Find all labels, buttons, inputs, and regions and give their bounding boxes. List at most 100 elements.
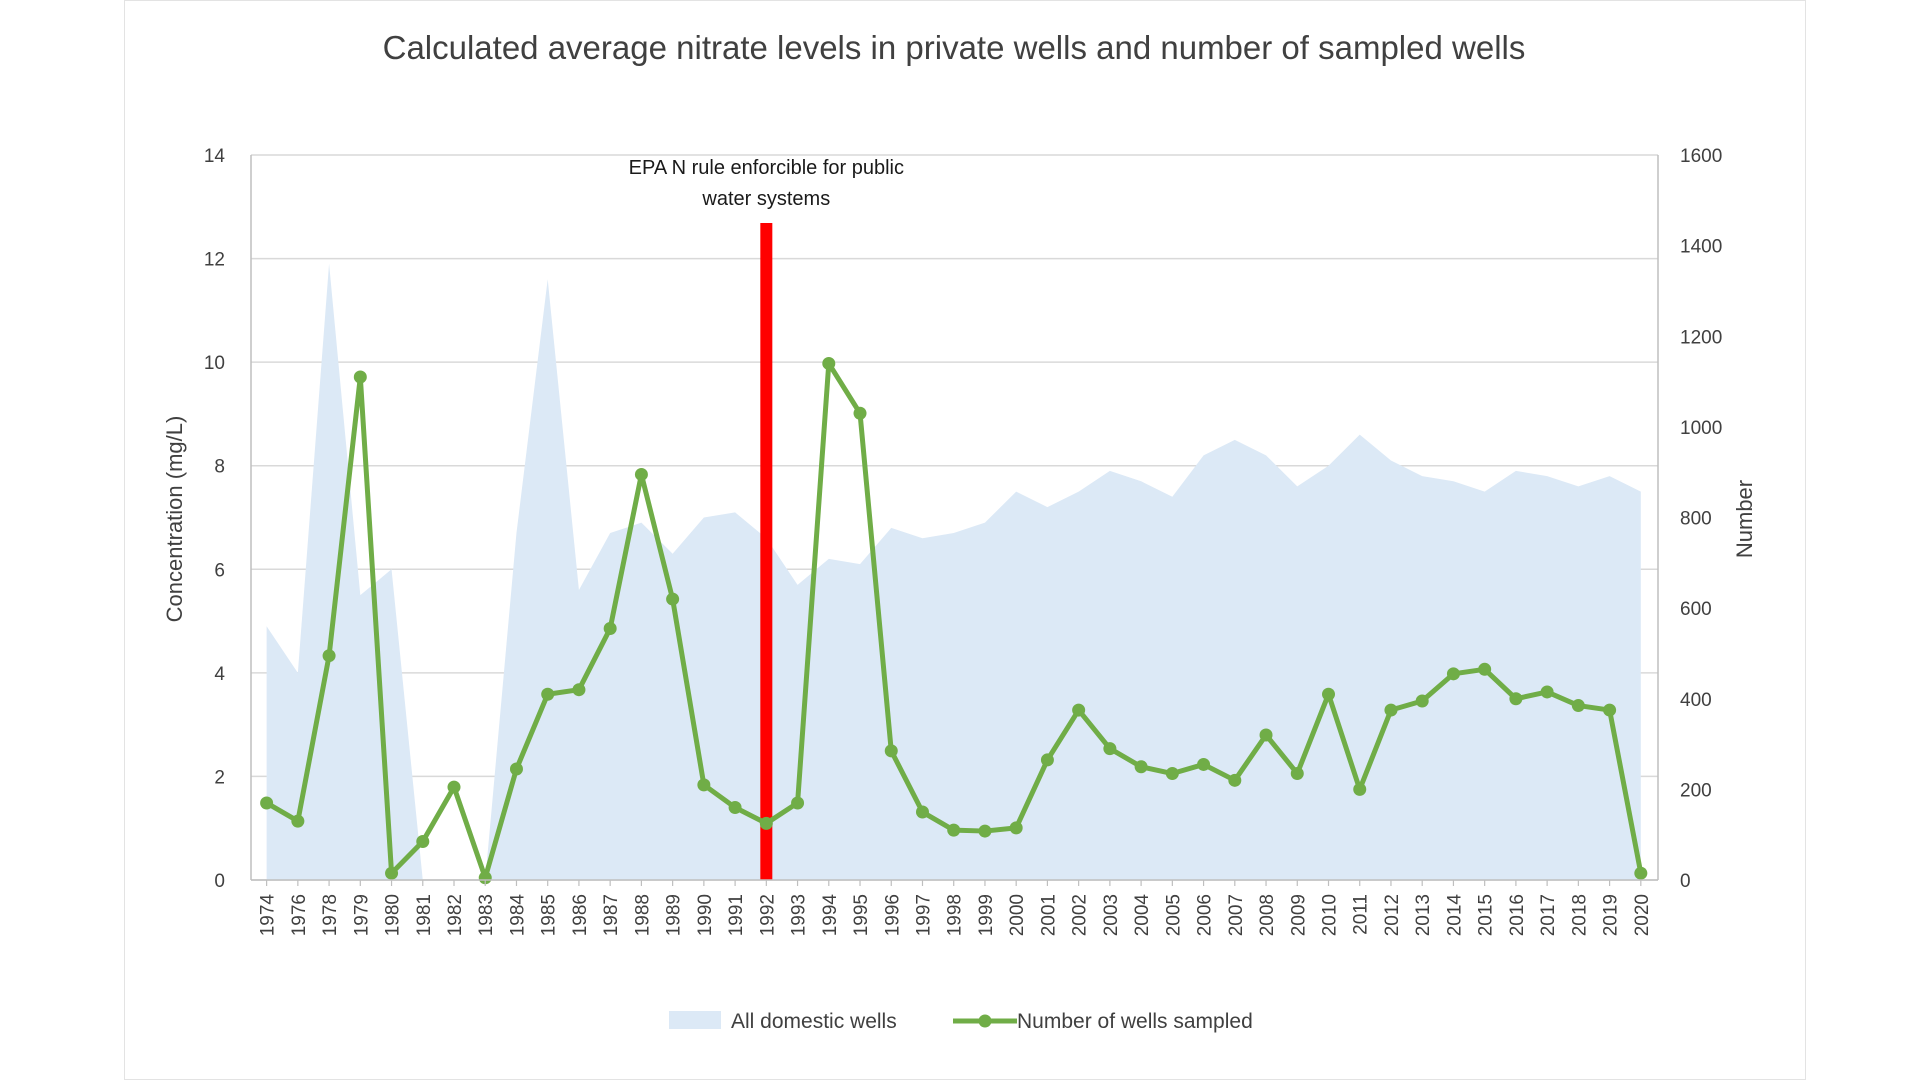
x-tick-label: 1994 bbox=[820, 894, 841, 937]
data-point bbox=[447, 780, 461, 794]
epa-rule-annotation-text: EPA N rule enforcible for public bbox=[629, 157, 904, 179]
x-tick-label: 2010 bbox=[1320, 894, 1341, 936]
chart-frame: Calculated average nitrate levels in pri… bbox=[124, 0, 1806, 1080]
legend-swatch-marker bbox=[978, 1014, 992, 1028]
x-tick-label: 2007 bbox=[1226, 894, 1247, 936]
data-point bbox=[822, 356, 836, 370]
x-tick-label: 1982 bbox=[445, 894, 466, 936]
data-point bbox=[1009, 821, 1023, 835]
x-tick-label: 1997 bbox=[913, 894, 934, 936]
data-point bbox=[1415, 694, 1429, 708]
x-tick-label: 2000 bbox=[1007, 894, 1028, 936]
legend: All domestic wells Number of wells sample… bbox=[669, 1010, 1253, 1033]
x-tick-label: 2011 bbox=[1351, 894, 1372, 935]
x-tick-label: 1996 bbox=[882, 894, 903, 936]
data-point bbox=[572, 683, 586, 697]
data-point bbox=[1634, 866, 1648, 880]
x-tick-label: 1989 bbox=[664, 894, 685, 936]
data-point bbox=[541, 687, 555, 701]
data-point bbox=[1540, 685, 1554, 699]
y-tick-label: 4 bbox=[214, 664, 225, 685]
data-point bbox=[853, 406, 867, 420]
axes: 0 2 4 6 8 10 12 14 0 200 400 600 800 1000 1200 1400 1600… bbox=[204, 146, 1722, 936]
data-point bbox=[1259, 728, 1273, 742]
data-point bbox=[791, 796, 805, 810]
x-tick-label: 1980 bbox=[383, 894, 404, 936]
x-tick-label: 1990 bbox=[695, 894, 716, 936]
data-point bbox=[1478, 662, 1492, 676]
x-tick-label: 1978 bbox=[320, 894, 341, 936]
x-tick-label: 1984 bbox=[507, 894, 528, 937]
x-tick-label: 1991 bbox=[726, 894, 747, 936]
y2-tick-label: 1600 bbox=[1680, 146, 1722, 167]
y2-tick-label: 1200 bbox=[1680, 327, 1722, 348]
area-series bbox=[266, 263, 1641, 880]
data-point bbox=[1040, 753, 1054, 767]
y-axis-title: Concentration (mg/L) bbox=[162, 416, 187, 623]
y-tick-label: 12 bbox=[204, 250, 225, 271]
data-point bbox=[1197, 757, 1211, 771]
data-point bbox=[1165, 767, 1179, 781]
data-point bbox=[478, 871, 492, 885]
x-tick-label: 2009 bbox=[1288, 894, 1309, 936]
x-tick-label: 2016 bbox=[1507, 894, 1528, 936]
x-tick-label: 2003 bbox=[1101, 894, 1122, 936]
x-tick-label: 2013 bbox=[1413, 894, 1434, 936]
chart-title: Calculated average nitrate levels in pri… bbox=[383, 29, 1526, 66]
data-point bbox=[759, 816, 773, 830]
y-tick-label: 2 bbox=[214, 767, 225, 788]
x-tick-label: 2018 bbox=[1569, 894, 1590, 936]
x-tick-label: 2006 bbox=[1195, 894, 1216, 936]
data-point bbox=[666, 592, 680, 606]
data-point bbox=[1228, 773, 1242, 787]
y-tick-label: 14 bbox=[204, 146, 226, 167]
y-tick-label: 0 bbox=[214, 871, 225, 892]
data-point bbox=[1509, 692, 1523, 706]
data-point bbox=[884, 744, 898, 758]
x-tick-label: 2008 bbox=[1257, 894, 1278, 936]
data-point bbox=[416, 834, 430, 848]
data-point bbox=[1322, 687, 1336, 701]
legend-label-area: All domestic wells bbox=[731, 1010, 897, 1033]
legend-label-line: Number of wells sampled bbox=[1017, 1010, 1253, 1033]
data-point bbox=[1290, 767, 1304, 781]
data-point bbox=[385, 866, 399, 880]
x-tick-label: 2001 bbox=[1038, 894, 1059, 936]
data-point bbox=[1384, 703, 1398, 717]
y2-tick-label: 400 bbox=[1680, 690, 1712, 711]
x-tick-label: 1998 bbox=[945, 894, 966, 936]
x-tick-label: 1981 bbox=[414, 894, 435, 936]
x-tick-label: 1988 bbox=[632, 894, 653, 936]
x-tick-label: 1985 bbox=[539, 894, 560, 936]
x-tick-label: 2015 bbox=[1476, 894, 1497, 936]
data-point bbox=[915, 805, 929, 819]
x-tick-label: 1992 bbox=[757, 894, 778, 936]
y2-tick-label: 1000 bbox=[1680, 418, 1722, 439]
x-tick-label: 2005 bbox=[1163, 894, 1184, 936]
y2-tick-label: 800 bbox=[1680, 509, 1712, 530]
data-point bbox=[1103, 742, 1117, 756]
y-tick-label: 8 bbox=[214, 457, 225, 478]
x-tick-label: 2019 bbox=[1601, 894, 1622, 936]
x-tick-label: 1995 bbox=[851, 894, 872, 936]
x-tick-label: 1976 bbox=[289, 894, 310, 936]
data-point bbox=[509, 762, 523, 776]
epa-rule-marker-line bbox=[760, 223, 773, 880]
data-point bbox=[1603, 703, 1617, 717]
legend-swatch-area bbox=[669, 1011, 721, 1029]
x-tick-label: 1999 bbox=[976, 894, 997, 936]
x-tick-label: 2020 bbox=[1632, 894, 1653, 936]
y2-tick-label: 200 bbox=[1680, 780, 1712, 801]
data-point bbox=[1571, 699, 1585, 713]
y2-tick-label: 0 bbox=[1680, 871, 1691, 892]
data-point bbox=[322, 649, 336, 663]
data-point bbox=[353, 370, 367, 384]
x-tick-label: 1974 bbox=[258, 894, 279, 937]
x-tick-label: 1993 bbox=[789, 894, 810, 936]
y-tick-label: 10 bbox=[204, 353, 225, 374]
data-point bbox=[1353, 782, 1367, 796]
x-tick-label: 2002 bbox=[1070, 894, 1091, 936]
annotation-marker: EPA N rule enforcible for public water sy… bbox=[629, 157, 904, 880]
x-tick-label: 1986 bbox=[570, 894, 591, 936]
x-tick-label: 1983 bbox=[476, 894, 497, 936]
